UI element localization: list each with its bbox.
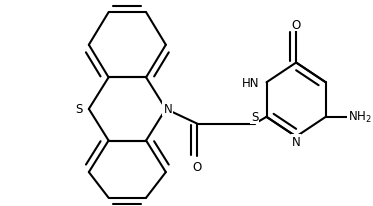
Text: O: O [193, 160, 202, 173]
Text: N: N [292, 135, 301, 148]
Text: O: O [292, 18, 301, 31]
Text: S: S [251, 111, 258, 124]
Text: N: N [163, 103, 172, 116]
Text: S: S [75, 103, 83, 116]
Text: HN: HN [242, 76, 260, 89]
Text: NH$_2$: NH$_2$ [348, 110, 372, 125]
